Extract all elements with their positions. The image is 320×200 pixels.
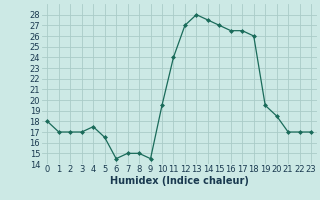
X-axis label: Humidex (Indice chaleur): Humidex (Indice chaleur): [110, 176, 249, 186]
